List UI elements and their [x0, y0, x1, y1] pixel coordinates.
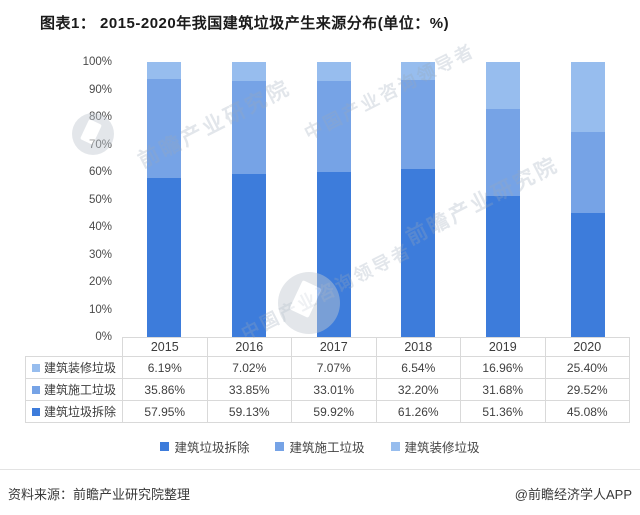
bar-segment [486, 62, 521, 109]
bar-segment [147, 62, 182, 80]
y-tick-label: 90% [88, 83, 112, 96]
bar-column-2016 [207, 62, 292, 337]
table-row: 建筑装修垃圾 6.19% 7.02% 7.07% 6.54% 16.96% 25.40% [25, 356, 630, 379]
series-swatch-icon [32, 363, 40, 372]
bar-segment [401, 168, 436, 337]
year-header-cell: 2017 [291, 337, 377, 357]
y-tick-label: 80% [88, 111, 112, 123]
stacked-bar-2016 [232, 62, 266, 337]
value-cell: 33.85% [206, 378, 292, 401]
y-tick-label: 10% [88, 303, 112, 316]
bar-column-2019 [461, 62, 546, 337]
table-corner-cell [26, 338, 123, 357]
row-label-cell: 建筑垃圾拆除 [25, 400, 123, 423]
y-tick-label: 60% [88, 166, 112, 178]
value-cell: 45.08% [544, 400, 630, 423]
bar-segment [232, 62, 266, 82]
stacked-bar-2020 [570, 62, 605, 337]
value-cell: 7.07% [291, 356, 377, 379]
value-cell: 57.95% [122, 400, 208, 423]
bar-column-2015 [122, 62, 207, 337]
legend-swatch-icon [160, 441, 170, 451]
year-header-cell: 2018 [375, 337, 461, 357]
y-tick-label: 30% [88, 248, 112, 261]
series-swatch-icon [32, 407, 40, 416]
bar-segment [486, 108, 521, 196]
stacked-bar-2015 [147, 62, 182, 337]
stacked-bar-plot [122, 62, 630, 337]
bar-segment [570, 131, 605, 214]
legend-item: 建筑施工垃圾 [275, 437, 365, 456]
bar-segment [316, 62, 351, 82]
row-label-cell: 建筑装修垃圾 [25, 356, 123, 379]
credit-text: @前瞻经济学人APP [514, 486, 632, 502]
table-header-row: 2015 2016 2017 2018 2019 2020 [26, 337, 630, 357]
y-tick-label: 70% [88, 138, 112, 151]
row-label-cell: 建筑施工垃圾 [25, 378, 123, 401]
bar-segment [147, 177, 182, 337]
y-tick-label: 40% [88, 221, 112, 233]
bar-column-2020 [545, 62, 630, 337]
source-text: 资料来源：前瞻产业研究院整理 [8, 486, 191, 502]
legend-swatch-icon [275, 441, 285, 451]
page-title: 图表1： 2015-2020年我国建筑垃圾产生来源分布(单位：%) [40, 15, 450, 32]
year-header-cell: 2020 [544, 337, 630, 357]
value-cell: 6.19% [122, 356, 208, 379]
value-cell: 29.52% [544, 378, 630, 401]
year-header-cell: 2015 [122, 337, 208, 357]
value-cell: 33.01% [291, 378, 377, 401]
y-tick-label: 20% [88, 276, 112, 288]
bar-segment [316, 81, 351, 173]
value-cell: 32.20% [375, 378, 461, 401]
bar-segment [486, 195, 521, 337]
bar-column-2018 [376, 62, 461, 337]
stacked-bar-2017 [316, 62, 351, 337]
series-swatch-icon [32, 385, 40, 394]
value-cell: 16.96% [460, 356, 546, 379]
value-cell: 59.92% [291, 400, 377, 423]
y-tick-label: 50% [88, 193, 112, 206]
legend-label: 建筑装修垃圾 [404, 440, 480, 455]
bar-segment [570, 213, 605, 337]
legend-label: 建筑施工垃圾 [289, 440, 365, 455]
value-cell: 25.40% [544, 356, 630, 379]
footer-divider [0, 469, 640, 470]
stacked-bar-2019 [486, 62, 521, 337]
bar-segment [401, 80, 436, 169]
y-tick-label: 0% [95, 331, 112, 343]
stacked-bar-2018 [401, 62, 436, 337]
footer: 资料来源：前瞻产业研究院整理 @前瞻经济学人APP [0, 479, 640, 507]
value-cell: 7.02% [206, 356, 292, 379]
bar-segment [401, 62, 436, 80]
legend-label: 建筑垃圾拆除 [174, 440, 250, 455]
bar-segment [570, 62, 605, 132]
legend-item: 建筑装修垃圾 [390, 437, 480, 456]
legend-swatch-icon [390, 441, 400, 451]
value-cell: 51.36% [460, 400, 546, 423]
table-row: 建筑垃圾拆除 57.95% 59.13% 59.92% 61.26% 51.36% 45.0… [25, 400, 630, 423]
value-cell: 35.86% [122, 378, 208, 401]
legend-item: 建筑垃圾拆除 [160, 437, 249, 456]
value-cell: 6.54% [375, 356, 461, 379]
value-cell: 59.13% [206, 400, 292, 423]
table-row: 建筑施工垃圾 35.86% 33.85% 33.01% 32.20% 31.68% 29.5… [25, 378, 630, 401]
value-cell: 31.68% [460, 378, 546, 401]
chart-legend: 建筑垃圾拆除 建筑施工垃圾 建筑装修垃圾 [0, 437, 640, 455]
data-table: 2015 2016 2017 2018 2019 2020 建筑装修垃圾 6.19% 7.02%… [25, 337, 630, 423]
bar-segment [147, 79, 182, 178]
bar-segment [316, 172, 351, 337]
bar-column-2017 [291, 62, 376, 337]
bar-segment [232, 81, 266, 175]
year-header-cell: 2019 [460, 337, 546, 357]
value-cell: 61.26% [375, 400, 461, 423]
bar-segment [232, 174, 266, 337]
y-tick-label: 100% [82, 56, 112, 68]
year-header-cell: 2016 [206, 337, 292, 357]
